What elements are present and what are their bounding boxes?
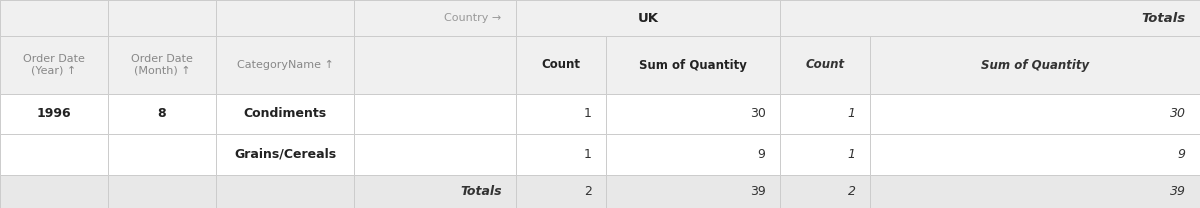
Bar: [216, 0, 354, 36]
Bar: [0, 0, 516, 36]
Bar: [870, 134, 1200, 175]
Text: Condiments: Condiments: [244, 107, 326, 120]
Bar: [516, 0, 780, 36]
Bar: [354, 94, 516, 134]
Text: Order Date
(Month) ↑: Order Date (Month) ↑: [131, 54, 193, 76]
Bar: [354, 0, 516, 36]
Bar: [870, 175, 1200, 208]
Bar: [516, 175, 606, 208]
Text: Count: Count: [541, 58, 581, 72]
Bar: [606, 134, 780, 175]
Text: UK: UK: [637, 12, 659, 25]
Text: 9: 9: [1177, 148, 1186, 161]
Bar: [108, 175, 216, 208]
Bar: [0, 94, 108, 134]
Bar: [108, 94, 216, 134]
Bar: [0, 134, 108, 175]
Bar: [606, 175, 780, 208]
Text: 30: 30: [750, 107, 766, 120]
Text: Sum of Quantity: Sum of Quantity: [640, 58, 746, 72]
Text: 1: 1: [583, 148, 592, 161]
Text: 39: 39: [1170, 185, 1186, 198]
Text: 1: 1: [847, 148, 856, 161]
Bar: [870, 36, 1200, 94]
Bar: [780, 0, 1200, 36]
Bar: [354, 36, 516, 94]
Bar: [216, 175, 354, 208]
Text: Totals: Totals: [460, 185, 502, 198]
Bar: [606, 94, 780, 134]
Text: 1: 1: [847, 107, 856, 120]
Bar: [0, 0, 108, 36]
Bar: [516, 94, 606, 134]
Bar: [780, 175, 870, 208]
Bar: [870, 94, 1200, 134]
Bar: [216, 94, 354, 134]
Text: Order Date
(Year) ↑: Order Date (Year) ↑: [23, 54, 85, 76]
Bar: [606, 36, 780, 94]
Text: 2: 2: [847, 185, 856, 198]
Bar: [216, 134, 354, 175]
Text: Grains/Cereals: Grains/Cereals: [234, 148, 336, 161]
Text: 30: 30: [1170, 107, 1186, 120]
Bar: [108, 0, 216, 36]
Bar: [108, 134, 216, 175]
Bar: [216, 36, 354, 94]
Bar: [516, 134, 606, 175]
Bar: [0, 36, 108, 94]
Text: CategoryName ↑: CategoryName ↑: [236, 60, 334, 70]
Bar: [780, 36, 870, 94]
Bar: [354, 134, 516, 175]
Text: 2: 2: [583, 185, 592, 198]
Bar: [354, 175, 516, 208]
Text: Count: Count: [805, 58, 845, 72]
Text: 9: 9: [757, 148, 766, 161]
Bar: [516, 36, 606, 94]
Text: 1996: 1996: [37, 107, 71, 120]
Text: 8: 8: [157, 107, 167, 120]
Bar: [108, 36, 216, 94]
Bar: [0, 175, 108, 208]
Bar: [780, 94, 870, 134]
Text: Country →: Country →: [444, 13, 502, 23]
Bar: [780, 134, 870, 175]
Text: Sum of Quantity: Sum of Quantity: [980, 58, 1090, 72]
Text: 39: 39: [750, 185, 766, 198]
Text: Totals: Totals: [1141, 12, 1186, 25]
Text: 1: 1: [583, 107, 592, 120]
